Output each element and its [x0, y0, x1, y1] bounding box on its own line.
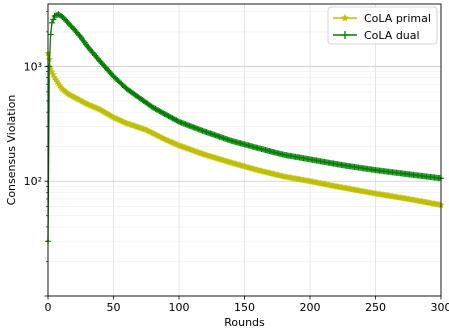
data-point	[170, 115, 177, 122]
legend-label: CoLA primal	[364, 12, 431, 25]
data-point	[166, 113, 173, 120]
x-tick-label: 0	[45, 301, 52, 314]
data-point	[168, 114, 175, 121]
y-axis-label: Consensus Violation	[5, 95, 18, 206]
x-tick-label: 100	[169, 301, 190, 314]
x-tick-label: 150	[234, 301, 255, 314]
x-tick-label: 300	[431, 301, 449, 314]
data-point	[47, 31, 54, 38]
data-point	[69, 25, 76, 32]
data-point	[161, 110, 168, 117]
series-cola-primal	[44, 49, 445, 209]
x-tick-label: 200	[300, 301, 321, 314]
series-cola-dual	[45, 11, 444, 245]
legend-label: CoLA dual	[364, 29, 420, 42]
data-point	[172, 116, 179, 123]
data-point	[173, 117, 180, 124]
data-point	[169, 115, 176, 122]
data-point	[51, 13, 58, 20]
legend-marker-star	[340, 13, 350, 22]
legend-entry: CoLA dual	[333, 29, 420, 42]
y-tick-label: 10²	[24, 175, 42, 188]
legend-marker-plus	[341, 31, 349, 39]
x-axis-label: Rounds	[224, 316, 265, 329]
x-tick-label: 250	[365, 301, 386, 314]
data-point	[50, 16, 57, 23]
data-point	[174, 118, 181, 125]
x-tick-label: 50	[107, 301, 121, 314]
data-point	[165, 113, 172, 120]
data-point	[162, 111, 169, 118]
data-point	[67, 22, 74, 29]
legend-entry: CoLA primal	[333, 12, 431, 25]
data-point	[48, 19, 55, 26]
y-tick-label: 10³	[24, 60, 42, 73]
ticks: 0 50 100 150 200 250 300 10² 10³	[24, 11, 449, 314]
series-layer	[44, 11, 445, 245]
data-point	[65, 20, 72, 27]
legend: CoLA primal CoLA dual	[327, 6, 438, 45]
data-point	[68, 23, 75, 30]
data-point	[164, 112, 171, 119]
grid	[47, 4, 442, 297]
